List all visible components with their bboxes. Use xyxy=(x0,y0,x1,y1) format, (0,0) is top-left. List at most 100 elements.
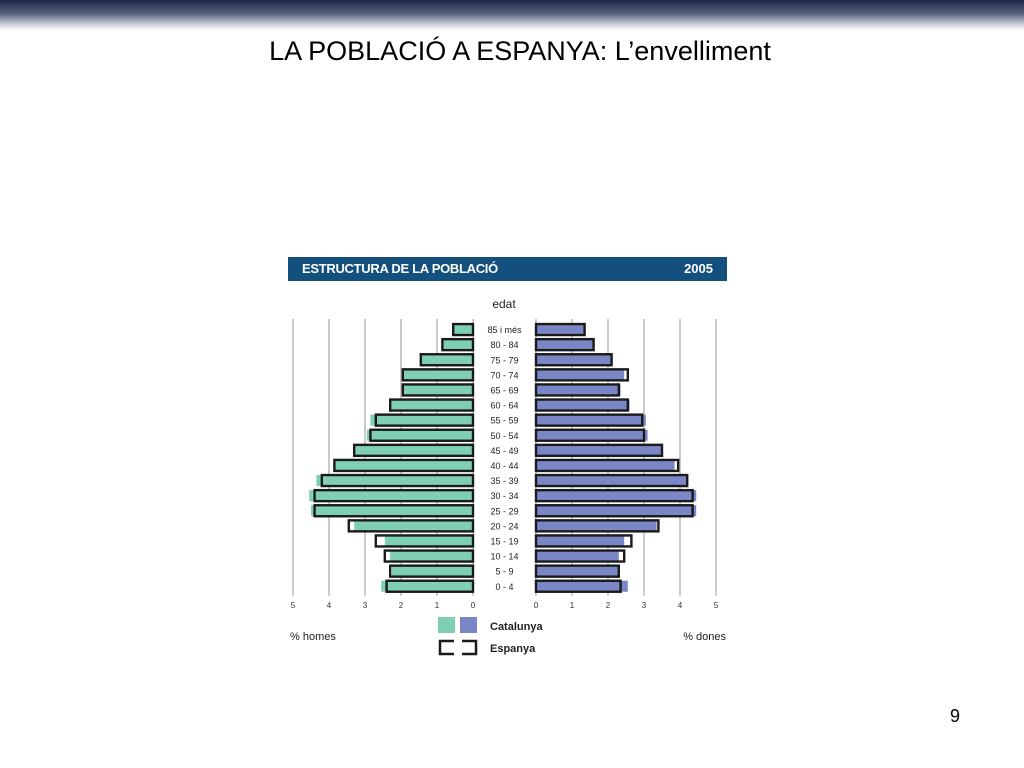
bar-dones-catalunya xyxy=(536,414,646,426)
bar-homes-catalunya xyxy=(381,580,473,592)
x-axis-label-dones: % dones xyxy=(683,631,726,643)
age-axis-title: edat xyxy=(492,297,516,311)
bar-homes-espanya xyxy=(313,504,475,518)
age-group-label: 35 - 39 xyxy=(490,476,518,486)
age-group-label: 45 - 49 xyxy=(490,446,518,456)
bar-dones-catalunya xyxy=(536,550,619,562)
bar-homes-catalunya xyxy=(354,444,473,456)
bar-homes-espanya xyxy=(401,383,475,397)
bar-dones-catalunya xyxy=(536,324,585,336)
age-group-label: 0 - 4 xyxy=(495,582,513,592)
bar-homes-catalunya xyxy=(442,339,473,351)
bar-dones-catalunya xyxy=(536,339,594,351)
age-group-label: 85 i més xyxy=(487,325,522,335)
bar-homes-catalunya xyxy=(334,459,473,471)
age-group-label: 10 - 14 xyxy=(490,552,518,562)
population-pyramid-chart: edat 85 i més 80 - 84 75 - 79 70 - 74 65 - 6… xyxy=(290,297,726,656)
bar-homes-catalunya xyxy=(420,354,473,366)
bar-homes-catalunya xyxy=(392,565,473,577)
x-tick-label-dones: 4 xyxy=(678,601,683,610)
legend: Catalunya Espanya xyxy=(438,617,543,656)
bar-homes-catalunya xyxy=(390,550,473,562)
bar-homes-espanya xyxy=(369,428,475,442)
bar-homes-espanya xyxy=(385,579,475,593)
x-tick-label-homes: 2 xyxy=(399,601,404,610)
chart-header: ESTRUCTURA DE LA POBLACIÓ 2005 xyxy=(288,257,727,281)
bar-dones-espanya xyxy=(534,488,694,503)
bar-homes-espanya xyxy=(441,337,475,352)
bar-dones-espanya xyxy=(534,353,613,367)
bar-homes-espanya xyxy=(352,443,475,458)
bar-dones-espanya xyxy=(534,564,621,578)
bar-homes-espanya xyxy=(419,353,475,367)
x-tick-label-dones: 1 xyxy=(570,601,575,610)
bar-dones-espanya xyxy=(534,579,622,593)
bar-dones-espanya xyxy=(534,549,626,563)
bar-homes-catalunya xyxy=(311,505,473,517)
bar-dones-catalunya xyxy=(536,580,628,592)
age-group-label: 20 - 24 xyxy=(490,521,518,531)
bar-homes-espanya xyxy=(401,368,475,382)
bar-dones-espanya xyxy=(534,398,630,412)
x-tick-label-homes: 1 xyxy=(435,601,440,610)
bar-dones-catalunya xyxy=(536,475,688,487)
bar-dones-catalunya xyxy=(536,444,662,456)
age-group-label: 40 - 44 xyxy=(490,461,518,471)
bar-dones-catalunya xyxy=(536,429,648,441)
age-group-label: 25 - 29 xyxy=(490,506,518,516)
bar-dones-catalunya xyxy=(536,535,625,547)
slide-number: 9 xyxy=(950,706,961,726)
bar-homes-espanya xyxy=(388,398,475,412)
bar-dones-espanya xyxy=(534,428,646,442)
x-axis-label-homes: % homes xyxy=(290,631,336,643)
bar-homes-espanya xyxy=(320,473,475,488)
bar-dones-espanya xyxy=(534,383,621,397)
bar-dones-catalunya xyxy=(536,399,630,411)
x-tick-label-homes: 0 xyxy=(471,601,476,610)
bar-homes-catalunya xyxy=(384,535,473,547)
legend-swatch-espanya-right xyxy=(462,639,478,656)
bar-dones-catalunya xyxy=(536,565,619,577)
bar-homes-catalunya xyxy=(370,414,473,426)
age-group-label: 65 - 69 xyxy=(490,385,518,395)
chart-title: ESTRUCTURA DE LA POBLACIÓ xyxy=(302,261,498,276)
legend-label-catalunya: Catalunya xyxy=(490,621,543,633)
bar-homes-catalunya xyxy=(366,429,473,441)
age-group-label: 30 - 34 xyxy=(490,491,518,501)
age-group-label: 80 - 84 xyxy=(490,340,518,350)
age-group-label: 60 - 64 xyxy=(490,401,518,411)
bar-dones-catalunya xyxy=(536,354,612,366)
x-tick-label-dones: 5 xyxy=(714,601,719,610)
bar-homes-espanya xyxy=(333,458,475,473)
bar-dones-espanya xyxy=(534,368,630,382)
bar-homes-catalunya xyxy=(316,475,473,487)
chart-year: 2005 xyxy=(684,261,713,276)
bar-dones-espanya xyxy=(534,473,689,488)
bar-homes-catalunya xyxy=(402,384,473,396)
bar-dones-catalunya xyxy=(536,459,675,471)
legend-swatch-homes-catalunya xyxy=(438,617,455,633)
bar-dones-espanya xyxy=(534,519,660,533)
bar-homes-catalunya xyxy=(354,520,473,532)
slide-title: LA POBLACIÓ A ESPANYA: L’envelliment xyxy=(269,36,771,66)
bar-homes-espanya xyxy=(374,534,475,548)
bar-homes-catalunya xyxy=(390,399,473,411)
bar-homes-espanya xyxy=(313,488,475,503)
legend-swatch-dones-catalunya xyxy=(460,617,477,633)
bar-homes-espanya xyxy=(451,322,475,337)
x-tick-label-homes: 3 xyxy=(363,601,368,610)
bar-homes-catalunya xyxy=(402,369,473,381)
age-group-label: 75 - 79 xyxy=(490,355,518,365)
age-group-label: 55 - 59 xyxy=(490,416,518,426)
bar-dones-catalunya xyxy=(536,490,697,502)
x-tick-label-dones: 2 xyxy=(606,601,611,610)
bar-dones-espanya xyxy=(534,458,680,473)
bar-dones-espanya xyxy=(534,504,694,518)
x-tick-label-homes: 5 xyxy=(291,601,296,610)
bar-dones-espanya xyxy=(534,443,664,458)
bar-homes-espanya xyxy=(388,564,475,578)
bar-homes-espanya xyxy=(383,549,475,563)
age-group-label: 15 - 19 xyxy=(490,536,518,546)
x-tick-label-homes: 4 xyxy=(327,601,332,610)
age-group-label: 70 - 74 xyxy=(490,370,518,380)
